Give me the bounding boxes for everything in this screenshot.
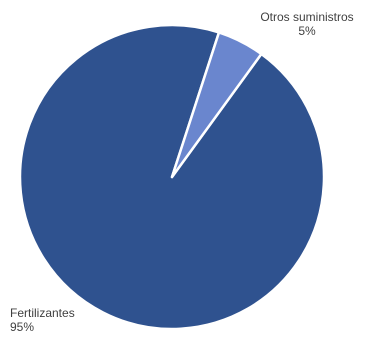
slice-label-otros-suministros: Otros suministros — [260, 10, 354, 24]
slice-value-otros-suministros: 5% — [298, 24, 316, 38]
pie-slice-otros-suministros — [170, 31, 263, 179]
slice-value-fertilizantes: 95% — [10, 320, 35, 334]
pie-slices — [18, 23, 326, 331]
slice-label-fertilizantes: Fertilizantes — [10, 306, 75, 320]
data-label-otros-suministros: Otros suministros 5% — [252, 10, 362, 38]
data-label-fertilizantes: Fertilizantes 95% — [10, 306, 80, 334]
